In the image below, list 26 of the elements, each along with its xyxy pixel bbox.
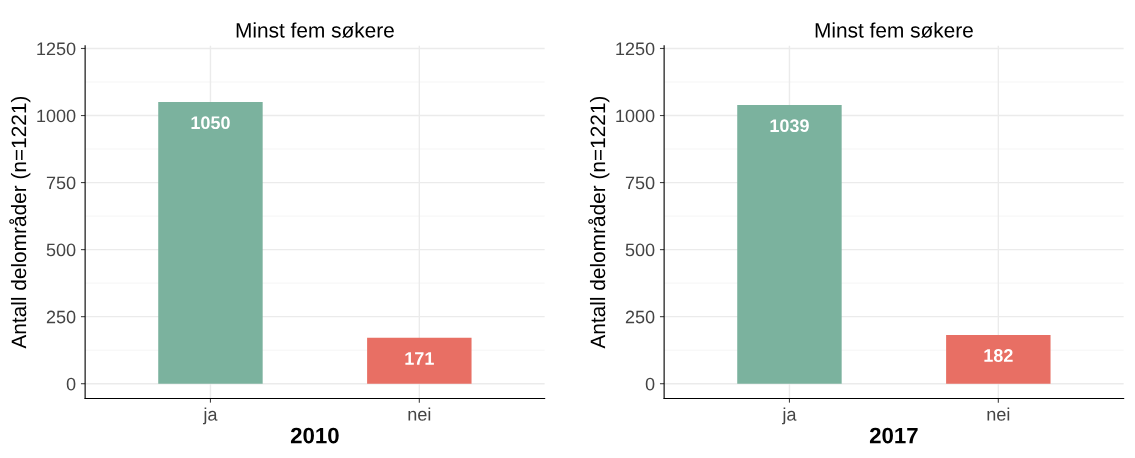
y-axis-title: Antall delområder (n=1221) xyxy=(588,96,610,349)
y-tick-label: 1000 xyxy=(616,109,655,123)
x-tick-label: nei xyxy=(987,407,1010,421)
x-tick-label: ja xyxy=(781,407,797,425)
y-tick-label: 750 xyxy=(625,176,655,190)
y-tick-label: 250 xyxy=(625,310,655,324)
x-tick-label: ja xyxy=(202,407,218,425)
x-axis-title: 2017 xyxy=(869,427,918,444)
y-tick-label: 500 xyxy=(46,243,76,257)
data-label: 171 xyxy=(405,352,434,365)
data-label: 1039 xyxy=(770,119,809,133)
y-tick-label: 500 xyxy=(625,243,655,257)
y-tick-label: 0 xyxy=(645,377,655,391)
y-axis-title: Antall delområder (n=1221) xyxy=(9,96,31,349)
x-axis-title: 2010 xyxy=(290,427,339,444)
x-tick-label: nei xyxy=(408,407,431,421)
y-tick-label: 0 xyxy=(66,377,76,391)
chart-title: Minst fem søkere xyxy=(815,22,973,38)
y-tick-label: 250 xyxy=(46,310,76,324)
y-tick-label: 1250 xyxy=(37,42,76,56)
chart-title: Minst fem søkere xyxy=(236,22,394,38)
data-label: 1050 xyxy=(191,116,230,130)
y-tick-label: 1250 xyxy=(616,42,655,56)
data-label: 182 xyxy=(984,349,1013,362)
y-tick-label: 750 xyxy=(46,176,76,190)
y-tick-label: 1000 xyxy=(37,109,76,123)
